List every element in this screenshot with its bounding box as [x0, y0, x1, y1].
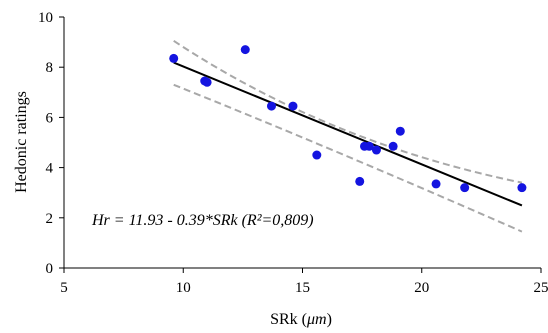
- data-point: [371, 145, 381, 155]
- data-point: [312, 150, 322, 160]
- x-axis: 5 10 15 20 25: [60, 267, 548, 296]
- data-point: [388, 141, 398, 151]
- data-point: [169, 53, 179, 63]
- x-ticks: 5 10 15 20 25: [60, 268, 548, 296]
- confidence-upper-line: [173, 40, 523, 184]
- y-axis-title: Hedonic ratings: [13, 91, 30, 193]
- y-tick-label: 2: [46, 211, 54, 227]
- data-points: [169, 45, 527, 193]
- y-tick-label: 6: [46, 110, 54, 126]
- data-point: [431, 179, 441, 189]
- y-tick-label: 4: [46, 161, 54, 177]
- x-tick-label: 5: [60, 280, 68, 296]
- data-point: [395, 126, 405, 136]
- data-point: [240, 45, 250, 55]
- y-tick-label: 10: [38, 10, 53, 26]
- x-tick-label: 15: [295, 280, 310, 296]
- regression-fit: [173, 61, 523, 207]
- x-axis-label: SRk: [270, 311, 298, 328]
- data-point: [355, 176, 365, 186]
- confidence-band: [173, 40, 523, 233]
- data-point: [364, 141, 374, 151]
- x-tick-label: 20: [414, 280, 429, 296]
- x-axis-unit: μm: [306, 311, 327, 328]
- y-ticks: 0 2 4 6 8 10: [38, 10, 64, 277]
- confidence-lower-line: [173, 83, 523, 233]
- regression-equation: Hr = 11.93 - 0.39*SRk (R²=0,809): [91, 212, 314, 229]
- y-tick-label: 0: [46, 261, 54, 277]
- data-point: [202, 77, 212, 87]
- x-tick-label: 25: [534, 280, 548, 296]
- x-tick-label: 10: [176, 280, 191, 296]
- data-point: [517, 183, 527, 193]
- data-point: [288, 101, 298, 111]
- data-point: [266, 101, 276, 111]
- data-point: [460, 183, 470, 193]
- y-axis: 0 2 4 6 8 10: [38, 10, 65, 277]
- x-axis-title: SRk (μm): [270, 311, 332, 328]
- regression-line: [173, 61, 523, 207]
- y-tick-label: 8: [46, 60, 54, 76]
